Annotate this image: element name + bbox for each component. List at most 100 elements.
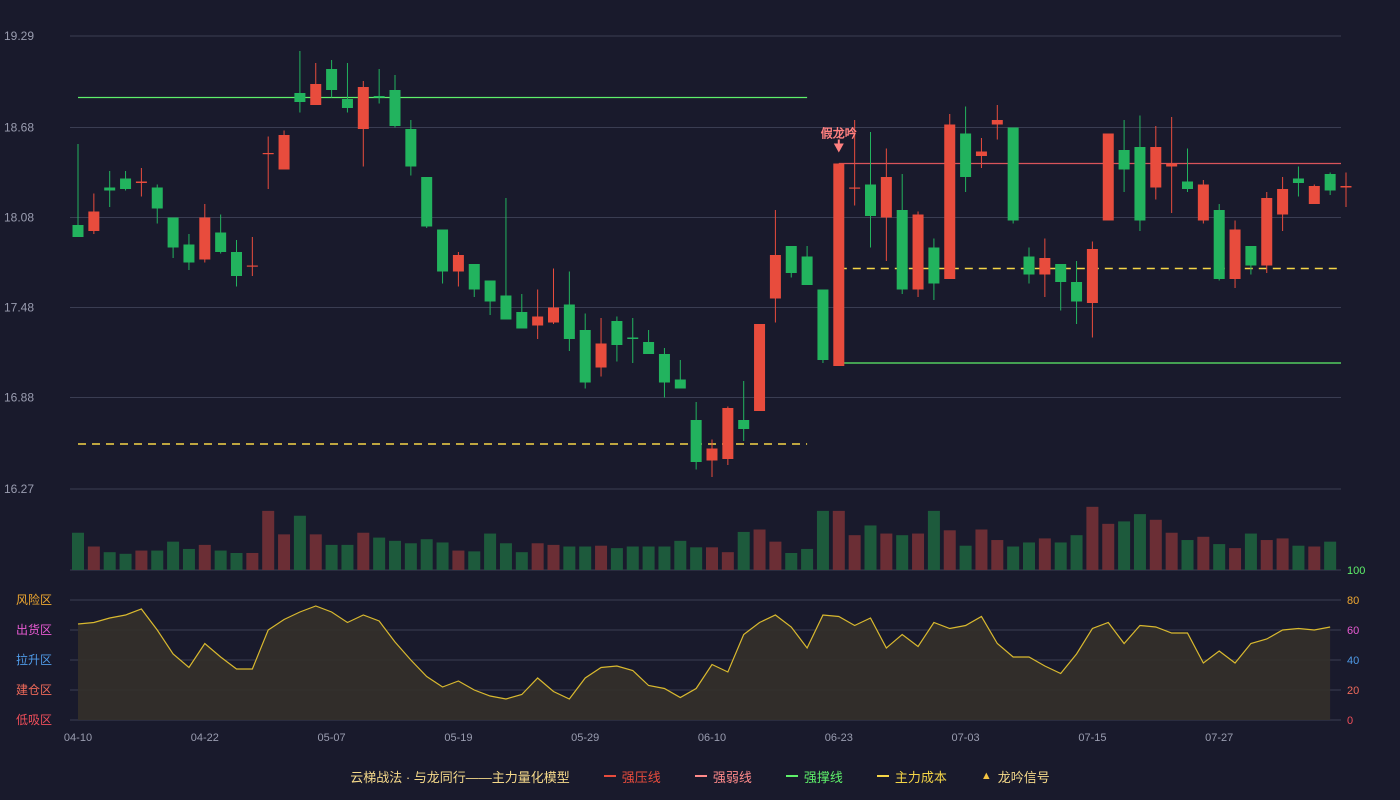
volume-bar <box>325 544 338 570</box>
volume-bar <box>87 546 100 570</box>
candle-body <box>437 229 449 272</box>
candle-body <box>611 321 623 345</box>
candle-body <box>1277 189 1289 215</box>
x-tick-label: 07-27 <box>1205 732 1233 744</box>
candles <box>72 51 1352 477</box>
legend-item-dragon-signal[interactable]: ▲ 龙吟信号 <box>981 767 1050 786</box>
volume-bar <box>610 548 623 570</box>
candle-body <box>690 420 702 462</box>
right-tick-label: 60 <box>1347 625 1359 637</box>
volume-bar <box>246 552 259 570</box>
volume-bar <box>848 535 861 570</box>
volume-bar <box>579 546 592 570</box>
main-cost-swatch <box>876 775 889 777</box>
candle-body <box>865 184 876 216</box>
candle-body <box>1055 264 1067 282</box>
candle-body <box>104 187 116 191</box>
x-tick-label: 04-10 <box>64 732 92 744</box>
volume-bar <box>436 542 449 570</box>
oscillator-zone-label: 拉升区 <box>16 652 52 667</box>
x-tick-label: 05-07 <box>318 732 346 744</box>
price-tick-label: 18.08 <box>4 211 34 225</box>
legend-item-support-line[interactable]: 强撑线 <box>785 767 843 786</box>
x-tick-label: 05-29 <box>571 732 599 744</box>
right-tick-label: 0 <box>1347 715 1353 727</box>
x-tick-label: 04-22 <box>191 732 219 744</box>
candle-body <box>373 96 385 98</box>
candle-body <box>262 153 274 155</box>
indicator-lines <box>78 96 1341 445</box>
oscillator-zone-label: 低吸区 <box>16 713 52 727</box>
volume-bar <box>341 544 354 570</box>
volume-bar <box>293 515 306 570</box>
volume-bar <box>943 530 956 570</box>
volume-bar <box>1260 540 1273 570</box>
x-tick-label: 07-15 <box>1078 732 1106 744</box>
legend-item-strength-line[interactable]: 强弱线 <box>694 767 752 786</box>
candle-body <box>1102 133 1114 221</box>
volume-bar <box>626 546 639 570</box>
price-tick-label: 16.88 <box>4 391 34 405</box>
legend-label: 强撑线 <box>803 769 843 785</box>
candle-body <box>579 330 591 383</box>
volume-bar <box>499 543 512 570</box>
price-tick-label: 17.48 <box>4 301 34 315</box>
volume-bar <box>373 537 386 570</box>
volume-bar <box>1086 506 1099 570</box>
volume-bar <box>769 541 782 570</box>
candle-body <box>817 289 829 360</box>
candle-body <box>627 337 639 339</box>
candle-body <box>896 210 908 290</box>
legend-label: 龙吟信号 <box>997 769 1050 785</box>
volume-bar <box>262 510 275 570</box>
candle-body <box>754 324 766 411</box>
candle-body <box>468 264 480 290</box>
candle-body <box>706 448 718 461</box>
volume-bar <box>991 540 1004 570</box>
candle-body <box>595 343 607 368</box>
candle-body <box>135 181 147 183</box>
candle-body <box>769 255 781 299</box>
volume-bar <box>72 532 84 570</box>
volume-bar <box>182 548 195 570</box>
volume-bar <box>1007 546 1020 570</box>
volume-bar <box>309 534 322 570</box>
candle-body <box>1261 198 1273 266</box>
x-tick-label: 06-23 <box>825 732 853 744</box>
strength-line-swatch <box>694 775 707 777</box>
volume-bar <box>801 548 814 570</box>
legend-item-main-cost[interactable]: 主力成本 <box>876 767 947 786</box>
volume-bar <box>230 552 243 570</box>
candle-body <box>1245 246 1257 266</box>
candle-body <box>548 307 559 323</box>
candle-body <box>991 120 1003 125</box>
volume-bar <box>389 540 401 570</box>
candle-body <box>928 247 940 284</box>
legend-label: 强弱线 <box>712 769 752 785</box>
x-tick-label: 05-19 <box>444 732 472 744</box>
volume-bar <box>1292 545 1305 570</box>
candle-body <box>183 244 195 263</box>
oscillator-zone-label: 建仓区 <box>16 683 52 697</box>
right-tick-label: 100 <box>1347 565 1365 577</box>
candle-body <box>801 256 813 285</box>
volume-bar <box>515 552 528 570</box>
legend-item-pressure-line[interactable]: 强压线 <box>603 767 661 786</box>
volume-bar <box>753 529 766 570</box>
candle-body <box>246 265 258 267</box>
oscillator <box>77 605 1331 720</box>
triangle-icon: ▲ <box>980 770 992 782</box>
candle-body <box>326 69 338 90</box>
volume-bar <box>959 545 972 570</box>
volume-bar <box>563 546 576 570</box>
candle-body <box>912 214 924 290</box>
volume-bar <box>864 525 877 570</box>
candle-body <box>1197 184 1209 221</box>
candle-body <box>1182 181 1193 189</box>
x-tick-label: 06-10 <box>698 732 726 744</box>
right-tick-label: 40 <box>1347 655 1359 667</box>
volume-bar <box>119 553 132 570</box>
volume-bar <box>896 535 909 570</box>
candle-body <box>658 354 670 383</box>
volume-bar <box>1324 541 1337 570</box>
